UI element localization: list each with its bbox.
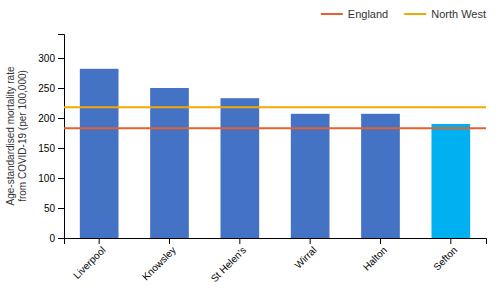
legend-label: England [348,8,388,20]
tick-label: 50 [44,203,56,214]
bar [431,124,470,238]
tick-label: 200 [38,113,55,124]
tick-label: 100 [38,173,55,184]
legend-item: England [321,8,388,20]
x-tick: Halton [361,238,389,273]
tick-label: Knowsley [140,244,178,282]
bar [220,98,259,238]
y-tick: 100 [38,173,64,184]
tick-label: 0 [49,233,55,244]
axis-line [58,35,65,239]
y-tick: 200 [38,113,64,124]
legend-item: North West [404,8,486,20]
tick-label: 150 [38,143,55,154]
tick-label: Sefton [431,244,459,272]
tick-mark [58,178,64,179]
reference-line [64,106,486,108]
tick-label: 250 [38,83,55,94]
tick-mark [99,238,100,244]
legend-swatch [404,13,426,15]
axis-line [65,239,487,245]
x-tick: Wirral [292,238,318,271]
bar [150,88,189,238]
tick-label: Wirral [292,244,318,270]
tick-mark [450,238,451,244]
bar [361,114,400,238]
y-tick: 300 [38,53,64,64]
legend: England North West [321,8,486,20]
tick-mark [58,58,64,59]
legend-swatch [321,13,343,15]
marks [64,69,486,238]
chart: 0 50 100 150 200 250 300 Liverpool Knowsley St He… [0,0,500,300]
tick-label: St Helen's [209,244,249,284]
reference-line [64,127,486,129]
tick-mark [380,238,381,244]
y-tick: 250 [38,83,64,94]
y-axis: 0 50 100 150 200 250 300 [38,35,64,244]
bar [80,69,119,238]
tick-mark [58,88,64,89]
x-tick: St Helen's [209,238,249,284]
tick-mark [58,118,64,119]
y-tick: 50 [44,203,64,214]
y-axis-title: Age-standardised mortality ratefrom COVI… [5,66,28,205]
bar [291,114,330,238]
tick-mark [58,208,64,209]
tick-mark [169,238,170,244]
x-axis: Liverpool Knowsley St Helen's Wirral Halton S… [65,238,487,284]
x-tick: Knowsley [140,238,178,282]
tick-mark [239,238,240,244]
tick-mark [58,148,64,149]
x-tick: Liverpool [71,238,107,281]
legend-label: North West [431,8,486,20]
tick-label: Halton [361,244,389,272]
y-tick: 150 [38,143,64,154]
plot-area: 0 50 100 150 200 250 300 Liverpool Knowsley St He… [38,35,486,285]
chart-container: 0 50 100 150 200 250 300 Liverpool Knowsley St He… [0,0,500,300]
tick-mark [310,238,311,244]
y-tick: 0 [49,233,64,244]
tick-label: Liverpool [71,244,107,280]
tick-mark [58,238,64,239]
tick-label: 300 [38,53,55,64]
x-tick: Sefton [431,238,459,273]
